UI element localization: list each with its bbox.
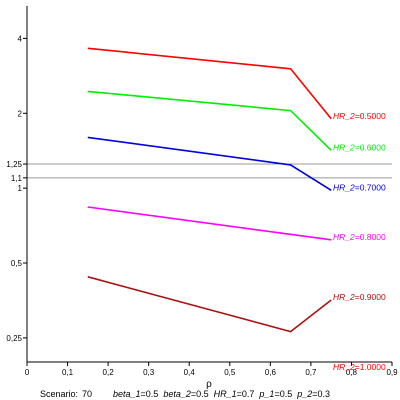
series-label-equals: =: [355, 182, 360, 192]
series-label-value: 1.0000: [360, 362, 386, 372]
series-label-value: 0.9000: [360, 292, 386, 302]
y-tick-label: 0,25: [6, 334, 22, 343]
y-tick-label: 1: [18, 184, 23, 193]
series-label-value: 0.5000: [360, 111, 386, 121]
param-value: 0.7: [242, 389, 255, 399]
scenario-value: 70: [82, 389, 92, 399]
param-name: p_1: [258, 389, 274, 399]
param-value: 0.5: [196, 389, 209, 399]
x-tick-label: 0,4: [184, 368, 196, 377]
series-label-equals: =: [355, 142, 360, 152]
x-tick-label: 0,6: [265, 368, 277, 377]
series-label-equals: =: [355, 232, 360, 242]
series-label: HR_2=0.9000: [333, 292, 386, 302]
series-line-0.8000: [87, 206, 332, 241]
series-label-name: HR_2: [333, 182, 355, 192]
footer-params: Scenario: 70 beta_1 = 0.5 beta_2 = 0.5 HR_1 = 0.…: [40, 389, 330, 399]
series-line-0.7000: [87, 136, 332, 191]
x-tick-label: 0,9: [386, 368, 398, 377]
param-equals: =: [312, 389, 317, 399]
reference-lines: [27, 163, 392, 179]
param-value: 0.3: [318, 389, 331, 399]
series-label: HR_2=0.5000: [333, 111, 386, 121]
y-tick-label: 0,5: [11, 259, 23, 268]
series-lines: [87, 47, 332, 333]
series-label-name: HR_2: [333, 362, 355, 372]
series-label-value: 0.7000: [360, 182, 386, 192]
series-labels: HR_2=0.5000HR_2=0.6000HR_2=0.7000HR_2=0.…: [333, 111, 386, 372]
x-tick-label: 0,1: [62, 368, 74, 377]
series-label: HR_2=0.6000: [333, 142, 386, 152]
axes: [26, 6, 392, 363]
series-label-value: 0.8000: [360, 232, 386, 242]
scenario-label: Scenario:: [40, 389, 78, 399]
x-tick-label: 0,5: [224, 368, 236, 377]
param-value: 0.5: [280, 389, 293, 399]
series-label-name: HR_2: [333, 142, 355, 152]
param-name: beta_1: [113, 389, 141, 399]
x-axis-ticks: 0 0,1 0,2 0,3 0,4 0,5 0,6 0,7 0,8 0,9: [25, 362, 398, 377]
y-tick-label: 1,25: [6, 160, 22, 169]
x-tick-label: 0: [25, 368, 30, 377]
x-tick-label: 0,7: [305, 368, 317, 377]
series-label: HR_2=0.7000: [333, 182, 386, 192]
series-line-0.5000: [87, 47, 332, 120]
x-tick-label: 0,3: [143, 368, 155, 377]
param-name: beta_2: [163, 389, 191, 399]
x-tick-label: 0,8: [346, 368, 358, 377]
param-name: p_2: [296, 389, 312, 399]
param-name: HR_1: [214, 389, 237, 399]
param-value: 0.5: [146, 389, 159, 399]
series-label: HR_2=1.0000: [333, 362, 386, 372]
series-label-name: HR_2: [333, 111, 355, 121]
series-label-value: 0.6000: [360, 142, 386, 152]
series-line-0.9000: [87, 276, 332, 333]
param-equals: =: [237, 389, 242, 399]
param-equals: =: [274, 389, 279, 399]
param-equals: =: [191, 389, 196, 399]
x-tick-label: 0,2: [103, 368, 115, 377]
x-axis-label: ρ: [206, 379, 212, 390]
series-label-name: HR_2: [333, 232, 355, 242]
param-equals: =: [141, 389, 146, 399]
series-label-equals: =: [355, 362, 360, 372]
series-label-name: HR_2: [333, 292, 355, 302]
y-tick-label: 1,1: [11, 174, 23, 183]
y-tick-label: 2: [18, 109, 23, 118]
series-label-equals: =: [355, 292, 360, 302]
series-line-0.6000: [87, 90, 332, 151]
y-axis-ticks: 0,25 0,5 11,1 1,25 2 4: [6, 34, 27, 343]
series-label-equals: =: [355, 111, 360, 121]
y-tick-label: 4: [18, 34, 23, 43]
series-label: HR_2=0.8000: [333, 232, 386, 242]
